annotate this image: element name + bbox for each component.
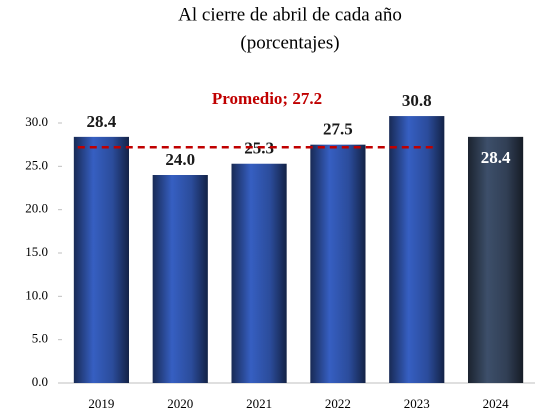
y-tick-label: 30.0	[25, 114, 48, 129]
bar	[73, 136, 130, 383]
chart-title: Al cierre de abril de cada año	[178, 4, 402, 25]
value-label: 28.4	[87, 112, 117, 131]
x-tick-label: 2024	[483, 396, 510, 411]
y-tick-label: 20.0	[25, 201, 48, 216]
value-label: 24.0	[165, 150, 195, 169]
y-tick-label: 0.0	[32, 374, 48, 389]
x-tick-label: 2020	[167, 396, 193, 411]
y-tick-label: 25.0	[25, 157, 48, 172]
x-tick-label: 2023	[404, 396, 430, 411]
bar	[152, 175, 208, 383]
y-tick-label: 15.0	[25, 244, 48, 259]
x-tick-label: 2022	[325, 396, 351, 411]
value-label: 27.5	[323, 120, 353, 139]
y-tick-label: 10.0	[25, 287, 48, 302]
bar	[231, 163, 287, 383]
x-tick-label: 2021	[246, 396, 272, 411]
value-label: 28.4	[481, 148, 511, 167]
average-label: Promedio; 27.2	[212, 89, 322, 108]
bar	[467, 136, 524, 383]
y-tick-label: 5.0	[32, 331, 48, 346]
bar	[389, 116, 445, 384]
chart-subtitle: (porcentajes)	[240, 32, 339, 53]
x-tick-label: 2019	[88, 396, 114, 411]
bar	[310, 144, 366, 383]
value-label: 30.8	[402, 91, 432, 110]
